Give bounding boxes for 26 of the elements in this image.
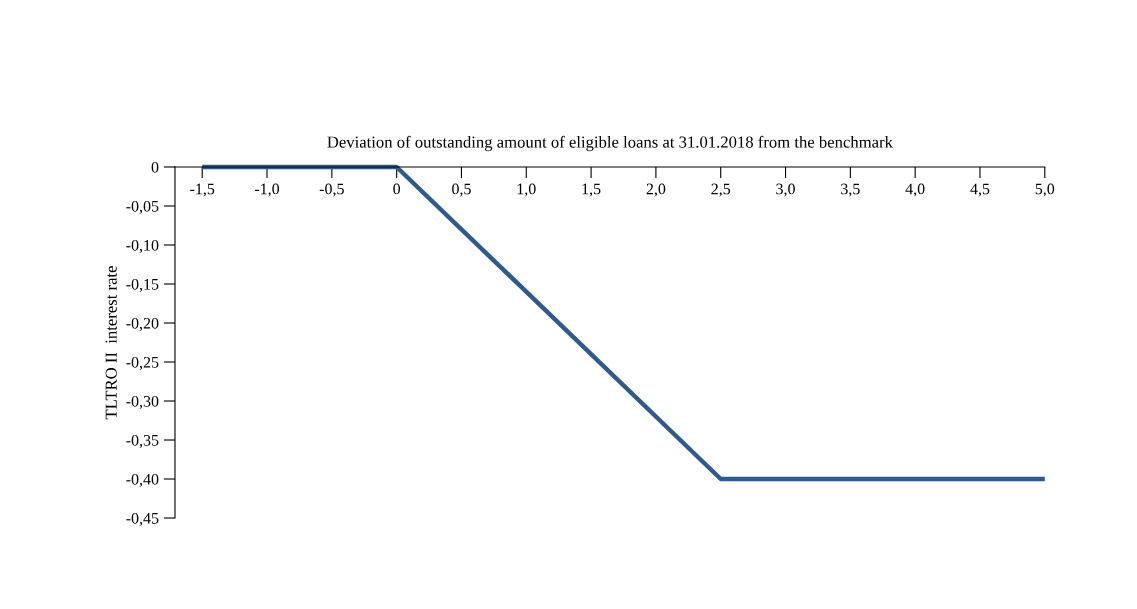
- y-tick-label: -0,10: [126, 239, 159, 253]
- x-tick-label: 4,0: [905, 183, 925, 197]
- x-tick-label: 5,0: [1035, 183, 1055, 197]
- x-tick-label: 3,5: [841, 183, 860, 197]
- y-tick-label: -0,30: [126, 395, 159, 409]
- x-tick-label: 2,0: [646, 183, 666, 197]
- y-tick-label: -0,25: [126, 356, 159, 370]
- y-tick-label: -0,05: [126, 200, 159, 214]
- x-tick-label: 1,5: [582, 183, 601, 197]
- x-tick-label: 3,0: [776, 183, 795, 197]
- x-tick-label: 0: [393, 183, 401, 195]
- x-tick-label: 2,5: [711, 183, 731, 197]
- x-tick-label: 4,5: [970, 183, 990, 197]
- x-tick-label: -1,0: [254, 183, 280, 197]
- x-tick-label: -0,5: [319, 183, 344, 197]
- chart-title: Deviation of outstanding amount of eligible loans at 31.01.2018 from the benchmark: [327, 135, 893, 152]
- y-tick-label: -0,35: [126, 434, 159, 449]
- y-tick-label: 0: [151, 161, 159, 173]
- y-tick-label: -0,15: [126, 278, 159, 292]
- y-tick-label: -0,20: [126, 317, 159, 331]
- x-tick-label: 1,0: [517, 183, 536, 197]
- y-tick-label: -0,40: [126, 473, 159, 488]
- y-axis-title: TLTRO II interest rate: [105, 266, 117, 420]
- x-tick-label: -1,5: [190, 183, 215, 197]
- x-tick-label: 0,5: [452, 183, 471, 197]
- y-tick-label: -0,45: [126, 512, 159, 527]
